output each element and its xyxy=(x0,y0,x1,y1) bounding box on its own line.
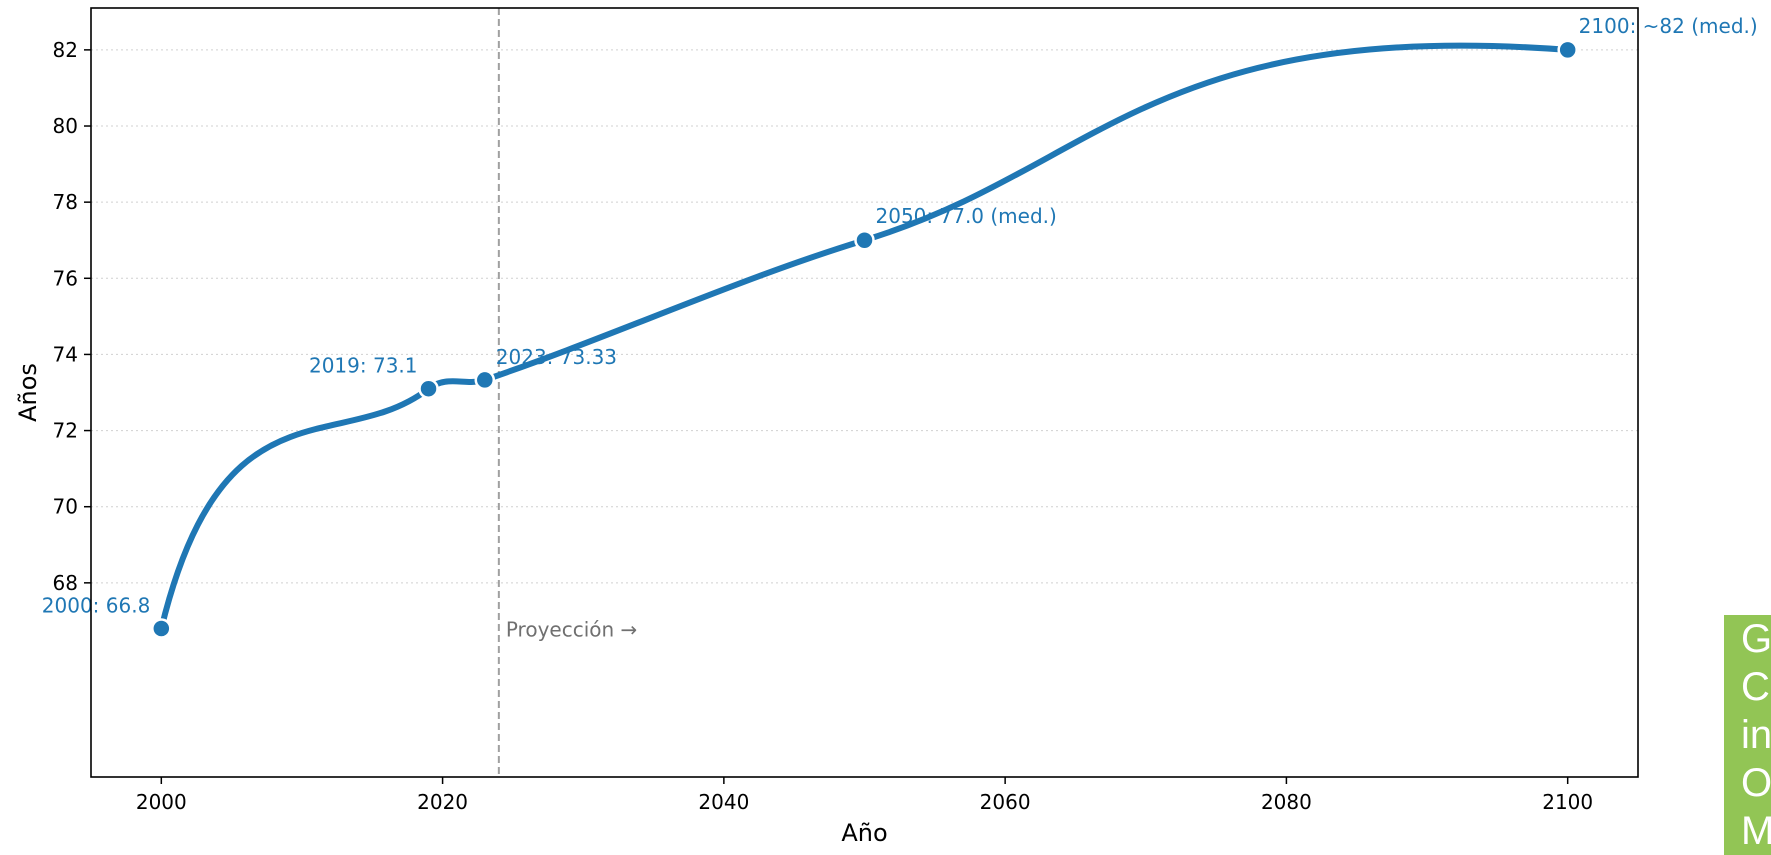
side-panel-line: in xyxy=(1741,713,1771,757)
data-label: 2023: 73.33 xyxy=(496,345,617,369)
y-tick-label: 70 xyxy=(53,495,78,519)
gridlines xyxy=(91,49,1638,584)
y-tick-label: 78 xyxy=(53,190,78,214)
x-axis-ticks: 2000 2020 2040 2060 2080 2100 xyxy=(136,777,1593,814)
y-tick-label: 82 xyxy=(53,38,78,62)
x-axis-title: Año xyxy=(841,819,887,846)
x-tick-label: 2080 xyxy=(1261,790,1312,814)
data-label: 2000: 66.8 xyxy=(42,594,151,618)
x-tick-label: 2100 xyxy=(1542,790,1593,814)
y-tick-label: 76 xyxy=(53,266,78,290)
x-tick-label: 2000 xyxy=(136,790,187,814)
side-panel: G C in O M xyxy=(1724,615,1771,855)
y-axis-title: Años xyxy=(14,363,42,422)
x-tick-label: 2060 xyxy=(980,790,1031,814)
data-point xyxy=(474,369,496,391)
data-point xyxy=(1557,39,1578,61)
data-point xyxy=(418,378,439,399)
data-label: 2050: 77.0 (med.) xyxy=(876,204,1057,228)
x-tick-label: 2040 xyxy=(698,790,749,814)
data-label: 2100: ~82 (med.) xyxy=(1579,14,1758,38)
side-panel-line: O xyxy=(1741,761,1771,805)
plot-area-frame xyxy=(90,7,1639,778)
y-tick-label: 72 xyxy=(53,419,78,443)
projection-label: Proyección → xyxy=(506,618,637,642)
data-point xyxy=(151,618,172,639)
y-tick-label: 74 xyxy=(53,342,78,366)
y-tick-label: 68 xyxy=(53,571,78,595)
data-points xyxy=(151,39,1578,639)
x-tick-label: 2020 xyxy=(417,790,468,814)
data-label: 2019: 73.1 xyxy=(309,354,418,378)
side-panel-line: G xyxy=(1741,617,1771,661)
series-line xyxy=(158,42,1571,632)
y-tick-label: 80 xyxy=(53,114,78,138)
side-panel-line: M xyxy=(1741,809,1771,853)
data-labels: 2000: 66.8 2019: 73.1 2023: 73.33 2050: 77.… xyxy=(42,14,1758,618)
y-axis-ticks: 68 70 72 74 76 78 80 82 xyxy=(53,38,91,595)
data-point xyxy=(854,229,875,251)
side-panel-line: C xyxy=(1741,665,1770,709)
